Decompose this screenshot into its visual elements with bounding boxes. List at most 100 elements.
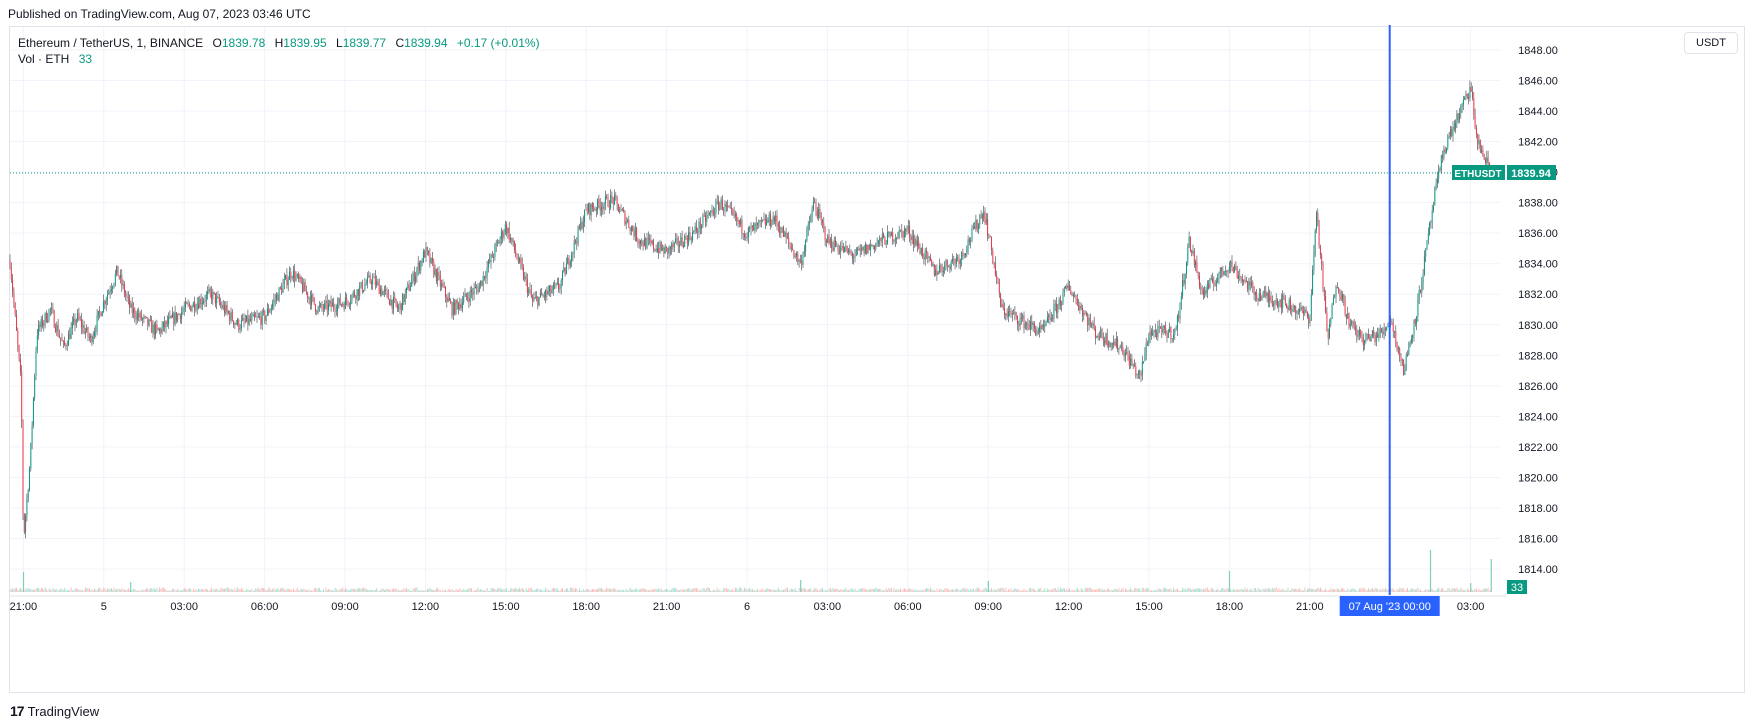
candle-body <box>595 208 597 211</box>
volume-bar <box>694 588 696 592</box>
volume-bar <box>892 590 894 592</box>
candle-body <box>235 323 237 325</box>
candle-body <box>1279 299 1281 304</box>
volume-bar <box>172 588 173 592</box>
volume-bar <box>719 589 721 592</box>
volume-bar <box>840 589 842 592</box>
candle-body <box>651 240 653 244</box>
candle-body <box>1442 155 1444 159</box>
volume-bar <box>711 590 713 592</box>
volume-bar <box>341 588 342 592</box>
candle-body <box>1005 314 1007 316</box>
candle-body <box>738 220 740 225</box>
candle-body <box>261 311 263 325</box>
candle-body <box>1026 323 1028 324</box>
volume-bar <box>772 589 774 592</box>
volume-bar <box>1225 590 1226 592</box>
candle-body <box>146 316 147 318</box>
candle-body <box>354 292 355 297</box>
volume-bar <box>359 588 361 592</box>
volume-bar <box>1148 588 1150 592</box>
volume-bar <box>612 587 614 592</box>
candle-body <box>581 221 583 229</box>
tradingview-logo[interactable]: 17 TradingView <box>10 703 99 719</box>
volume-bar <box>1182 587 1184 592</box>
candle-body <box>643 238 645 247</box>
y-tick-label: 1814.00 <box>1518 564 1558 576</box>
candle-body <box>299 276 301 279</box>
candle-body <box>253 314 255 317</box>
candle-body <box>31 425 33 444</box>
volume-bar <box>521 587 523 592</box>
candle-body <box>313 297 315 305</box>
volume-bar <box>506 588 508 592</box>
volume-bar <box>1414 589 1416 592</box>
candle-body <box>870 245 872 250</box>
volume-bar <box>902 589 904 592</box>
candle-body <box>13 292 15 304</box>
volume-bar <box>87 588 89 592</box>
chart-frame[interactable] <box>9 26 1745 693</box>
volume-bar <box>209 589 211 592</box>
volume-bar <box>831 589 833 592</box>
candle-body <box>482 276 484 286</box>
candle-body <box>1188 236 1190 248</box>
candle-body <box>326 300 328 311</box>
candle-body <box>1127 351 1129 356</box>
volume-bar <box>631 589 632 592</box>
candle-body <box>933 264 935 276</box>
volume-bar <box>1379 588 1381 592</box>
volume-bar <box>1089 587 1091 592</box>
candle-body <box>715 201 717 214</box>
candle-body <box>222 305 224 309</box>
volume-bar <box>1426 589 1428 592</box>
volume-bar <box>90 590 92 592</box>
volume-bar <box>858 589 860 592</box>
candle-body <box>218 297 220 303</box>
volume-bar <box>1301 590 1303 592</box>
volume-bar <box>441 590 443 592</box>
volume-bar <box>1400 588 1402 592</box>
volume-bar <box>987 590 989 592</box>
candle-body <box>343 304 345 309</box>
volume-bar <box>144 589 146 592</box>
candle-body <box>1300 307 1302 310</box>
volume-bar <box>1048 589 1050 592</box>
volume-bar <box>638 589 640 592</box>
volume-bar <box>1208 589 1210 592</box>
volume-bar <box>235 590 237 592</box>
volume-bar <box>1005 587 1007 592</box>
y-tick-label: 1816.00 <box>1518 534 1558 546</box>
candle-body <box>1247 281 1249 290</box>
last-volume-tag <box>1507 580 1527 594</box>
candle-body <box>1102 337 1104 341</box>
volume-bar <box>738 587 740 592</box>
candle-body <box>1261 297 1263 301</box>
volume-bar <box>44 587 46 592</box>
volume-label[interactable]: Vol · ETH <box>18 52 70 66</box>
currency-button[interactable]: USDT <box>1684 32 1738 54</box>
volume-bar <box>1113 589 1115 592</box>
volume-bar <box>1151 590 1152 592</box>
volume-bar <box>477 587 479 592</box>
candle-body <box>958 258 960 265</box>
volume-bar <box>1407 587 1408 592</box>
candle-body <box>532 296 534 301</box>
volume-bar <box>247 589 249 592</box>
symbol-title[interactable]: Ethereum / TetherUS, 1, BINANCE <box>18 36 204 50</box>
candle-body <box>927 252 929 258</box>
candle-body <box>1319 246 1321 255</box>
candle-body <box>1312 269 1314 295</box>
candle-body <box>272 303 274 308</box>
volume-bar <box>673 588 675 592</box>
volume-bar <box>66 590 68 592</box>
volume-bar <box>354 589 355 592</box>
candle-body <box>242 318 244 321</box>
candle-body <box>264 311 266 321</box>
candle-body <box>12 279 14 293</box>
volume-bar <box>1121 589 1122 592</box>
volume-bar <box>584 590 586 592</box>
candle-body <box>922 248 924 257</box>
candle-body <box>1024 323 1026 329</box>
